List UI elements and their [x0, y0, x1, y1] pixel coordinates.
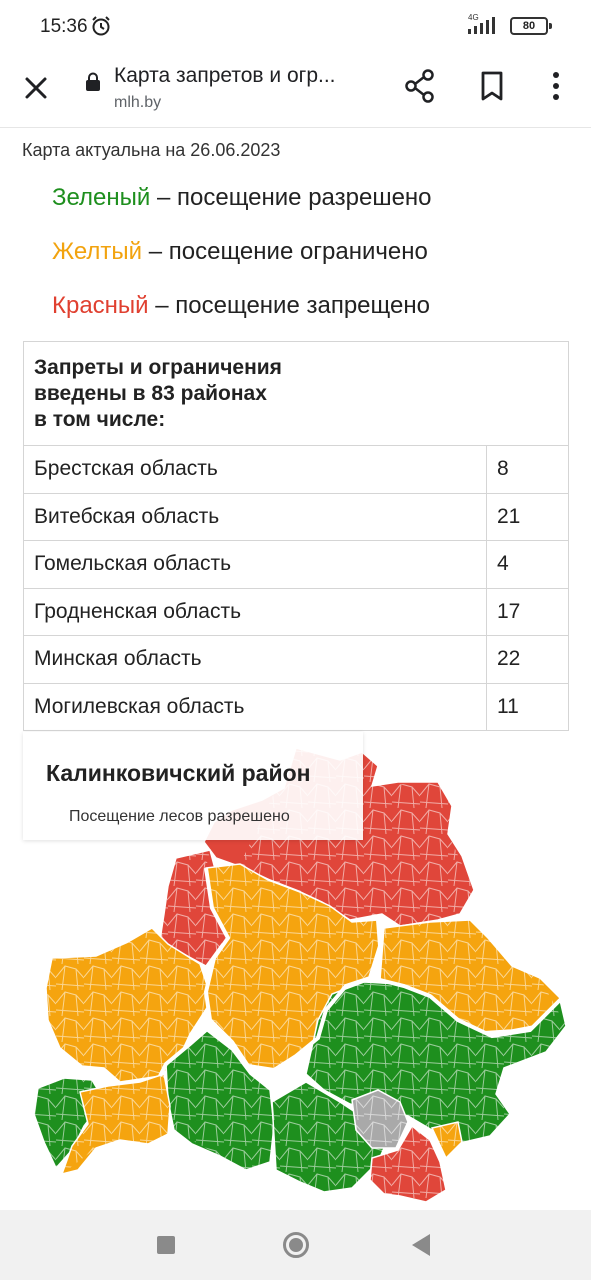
- region-name: Витебская область: [23, 492, 487, 541]
- battery-icon: 80: [510, 17, 552, 35]
- region-count: 11: [486, 682, 569, 731]
- lock-icon: [86, 72, 100, 91]
- table-header-line: в том числе:: [34, 407, 166, 431]
- legend-yellow-text: – посещение ограничено: [142, 238, 428, 265]
- table-row: Гродненская область 17: [23, 587, 569, 636]
- table-row: Могилевская область 11: [23, 682, 569, 731]
- forest-restrictions-map[interactable]: [0, 730, 591, 1210]
- oblast-border: [158, 1028, 208, 1077]
- map-date: Карта актуальна на 26.06.2023: [22, 140, 281, 160]
- map-texture: [34, 748, 566, 1202]
- status-bar: 15:36 4G 80: [0, 0, 591, 52]
- table-row: Минская область 22: [23, 635, 569, 684]
- tooltip-subtitle: Посещение лесов разрешено: [69, 808, 290, 825]
- legend-green-text: – посещение разрешено: [150, 184, 432, 211]
- table-header-line: Запреты и ограничения: [34, 355, 282, 379]
- share-icon[interactable]: [400, 66, 440, 106]
- network-type: 4G: [468, 13, 479, 22]
- page-title[interactable]: Карта запретов и огр...: [114, 64, 336, 87]
- table-header-row: Запреты и ограничения введены в 83 район…: [23, 341, 569, 446]
- signal-icon: 4G: [466, 13, 506, 36]
- region-name: Гомельская область: [23, 540, 487, 589]
- region-count: 17: [486, 587, 569, 636]
- table-row: Витебская область 21: [23, 492, 569, 541]
- region-count: 22: [486, 635, 569, 684]
- region-count: 8: [486, 445, 569, 494]
- restrictions-table: Запреты и ограничения введены в 83 район…: [23, 341, 569, 731]
- status-time: 15:36: [40, 16, 88, 37]
- more-menu-icon[interactable]: [542, 66, 570, 106]
- region-name: Минская область: [23, 635, 487, 684]
- legend-yellow: Желтый – посещение ограничено: [52, 238, 428, 266]
- region-name: Могилевская область: [23, 682, 487, 731]
- table-header: Запреты и ограничения введены в 83 район…: [23, 341, 569, 446]
- legend-red-text: – посещение запрещено: [148, 292, 430, 319]
- region-name: Гродненская область: [23, 587, 487, 636]
- alarm-icon: [92, 16, 110, 36]
- table-row: Гомельская область 4: [23, 540, 569, 589]
- legend-red: Красный – посещение запрещено: [52, 292, 430, 320]
- close-icon[interactable]: [18, 70, 54, 106]
- back-icon[interactable]: [412, 1234, 430, 1256]
- table-header-line: введены в 83 районах: [34, 381, 267, 405]
- region-count: 21: [486, 492, 569, 541]
- oblast-border: [203, 867, 383, 1073]
- legend-green: Зеленый – посещение разрешено: [52, 184, 432, 212]
- region-count: 4: [486, 540, 569, 589]
- bookmark-icon[interactable]: [472, 66, 512, 106]
- map-tooltip: Калинковичский район Посещение лесов раз…: [23, 732, 363, 840]
- oblast-border: [379, 978, 562, 1039]
- browser-toolbar: Карта запретов и огр... mlh.by: [0, 52, 591, 128]
- legend-green-word: Зеленый: [52, 184, 151, 211]
- table-row: Брестская область 8: [23, 445, 569, 494]
- legend-yellow-word: Желтый: [52, 238, 143, 265]
- page-url[interactable]: mlh.by: [114, 94, 162, 111]
- tooltip-title: Калинковичский район: [46, 760, 311, 786]
- legend-red-word: Красный: [52, 292, 149, 319]
- recents-icon[interactable]: [157, 1236, 175, 1254]
- home-icon[interactable]: [283, 1232, 309, 1258]
- region-name: Брестская область: [23, 445, 487, 494]
- system-navbar: [0, 1210, 591, 1280]
